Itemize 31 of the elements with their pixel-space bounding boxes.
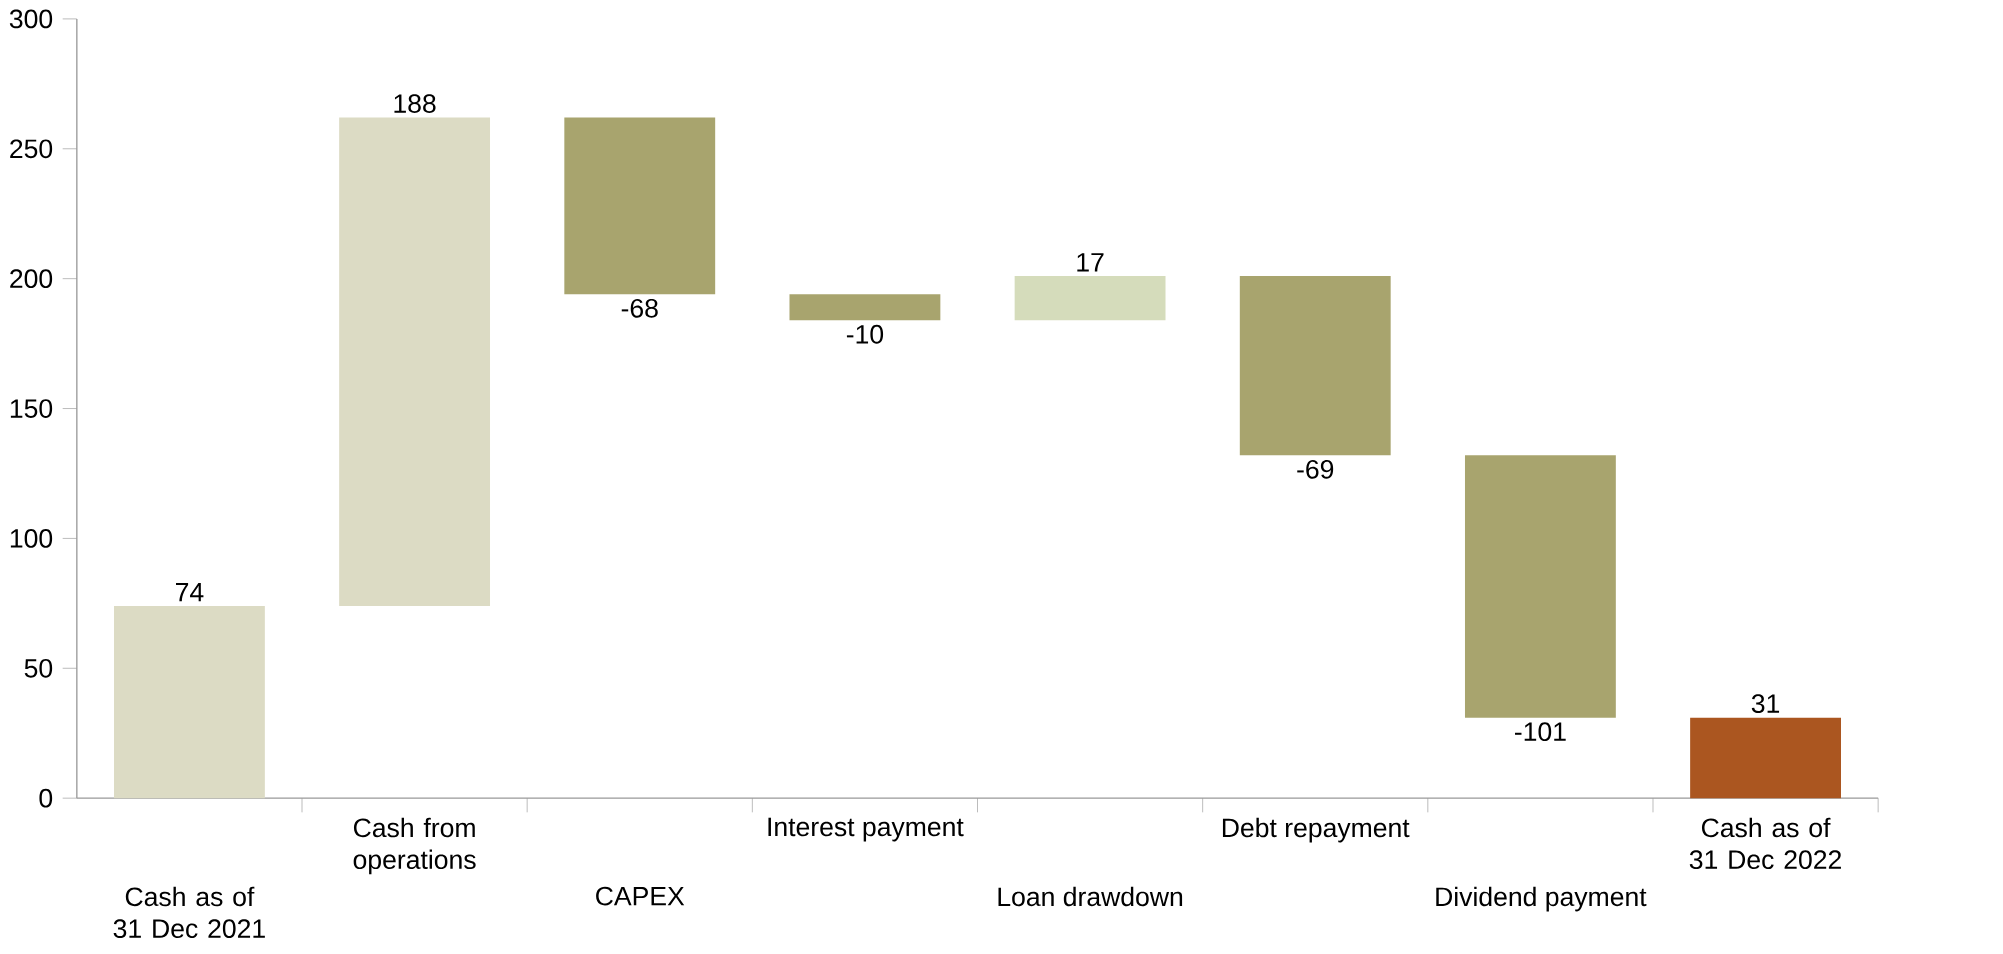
data-label: -101 bbox=[1515, 722, 1566, 742]
data-label: 74 bbox=[176, 583, 204, 602]
x-tick-label: Interest payment bbox=[768, 817, 964, 842]
bar bbox=[564, 117, 716, 295]
y-tick-label: 100 bbox=[10, 529, 53, 548]
x-tick-label: CAPEX bbox=[596, 886, 685, 906]
y-tick-label: 0 bbox=[39, 788, 53, 808]
bar bbox=[339, 117, 491, 606]
y-tick-label: 300 bbox=[9, 9, 53, 29]
x-tick-label: Debt repayment bbox=[1222, 817, 1410, 843]
x-tick-label: Dividend payment bbox=[1436, 886, 1647, 912]
data-label: -68 bbox=[621, 298, 658, 318]
y-tick-label: 50 bbox=[24, 658, 53, 678]
y-tick-label: 150 bbox=[10, 399, 53, 418]
bar bbox=[1014, 276, 1166, 321]
x-tick-label: Cash as of 31 Dec 2021 bbox=[113, 886, 265, 939]
y-tick-label: 200 bbox=[10, 269, 53, 289]
data-label: 188 bbox=[394, 94, 436, 113]
data-label: 31 bbox=[1751, 694, 1780, 713]
x-tick-label: Cash from operations bbox=[353, 817, 476, 875]
bar bbox=[789, 294, 941, 321]
y-tick-label: 250 bbox=[10, 139, 53, 159]
bar bbox=[1690, 717, 1841, 799]
bar bbox=[114, 605, 265, 799]
data-label: 17 bbox=[1077, 253, 1104, 272]
bar bbox=[1464, 455, 1616, 718]
bar bbox=[1239, 276, 1391, 456]
x-tick-label: Loan drawdown bbox=[998, 886, 1183, 907]
x-tick-label: Cash as of 31 Dec 2022 bbox=[1689, 817, 1841, 870]
data-label: -10 bbox=[846, 324, 884, 344]
data-label: -69 bbox=[1297, 459, 1334, 479]
